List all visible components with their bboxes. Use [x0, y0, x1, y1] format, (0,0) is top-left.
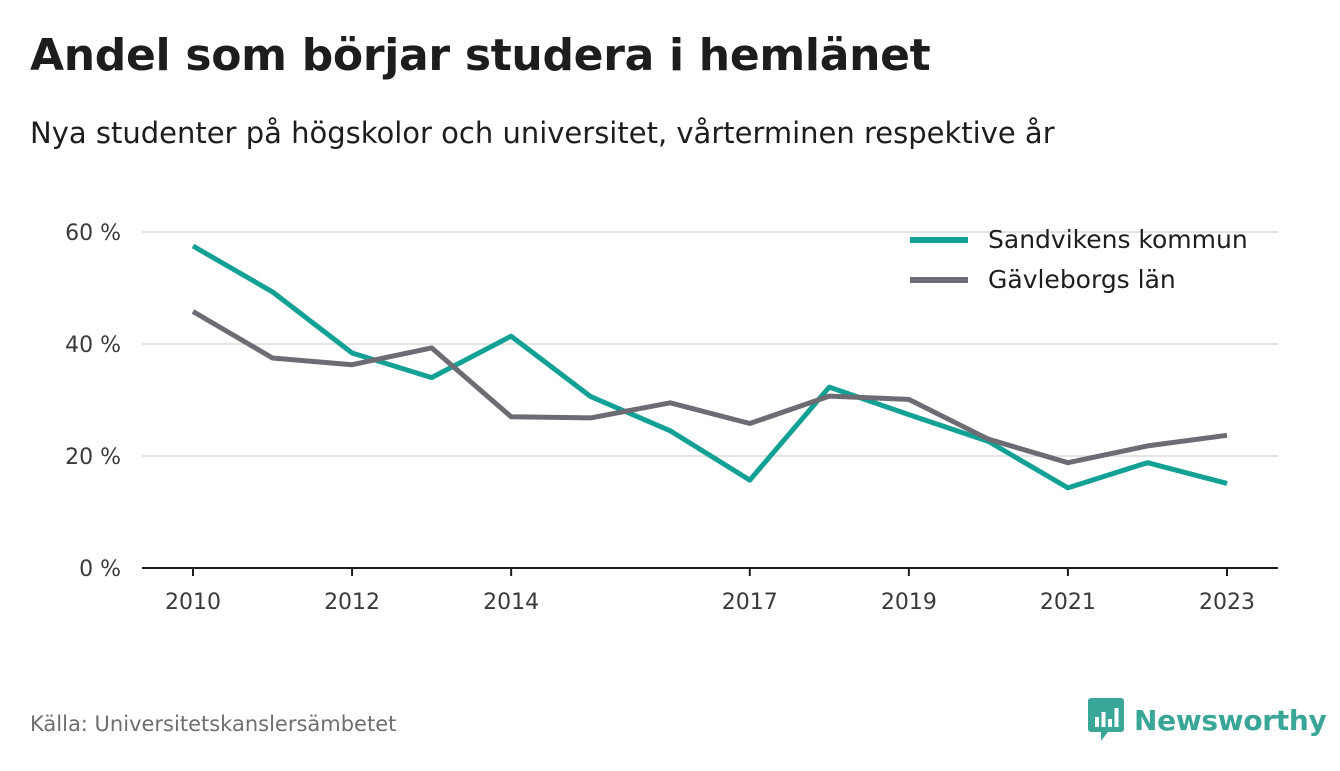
x-tick-label: 2017	[722, 590, 778, 615]
x-tick-label: 2014	[483, 590, 539, 615]
x-tick-label: 2012	[324, 590, 380, 615]
legend-label: Gävleborgs län	[988, 265, 1176, 294]
x-tick-label: 2023	[1199, 590, 1255, 615]
y-tick-label: 0 %	[79, 557, 121, 582]
series-line-1	[191, 243, 1228, 491]
y-tick-label: 60 %	[65, 221, 121, 246]
line-chart: 0 % 20 % 40 % 60 % 2010 2012 2014 2017 2019 2021 2…	[65, 221, 1278, 615]
brand-logo: Newsworthy	[1088, 698, 1327, 742]
y-tick-label: 20 %	[65, 445, 121, 470]
series-line-2	[191, 309, 1228, 466]
x-tick-label: 2021	[1040, 590, 1096, 615]
x-tick-label: 2019	[881, 590, 937, 615]
x-tick-label: 2010	[165, 590, 221, 615]
newsworthy-bar-chart-icon	[1088, 698, 1124, 741]
source-note: Källa: Universitetskanslersämbetet	[30, 712, 397, 736]
y-tick-label: 40 %	[65, 333, 121, 358]
chart-title: Andel som börjar studera i hemlänet	[30, 30, 931, 81]
chart-subtitle: Nya studenter på högskolor och universit…	[30, 116, 1055, 150]
brand-name: Newsworthy	[1134, 703, 1327, 737]
legend-label: Sandvikens kommun	[988, 225, 1248, 254]
